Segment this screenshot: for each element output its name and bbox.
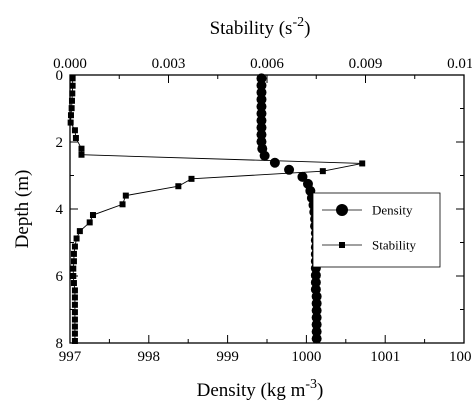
stability-point [70, 273, 77, 279]
density-point [256, 87, 267, 98]
stability-point [359, 160, 366, 167]
bottom-tick-label: 997 [59, 349, 82, 365]
density-point [256, 101, 267, 112]
top-tick-label: 0.003 [152, 56, 186, 72]
stability-point [78, 145, 85, 152]
density-series [256, 73, 322, 344]
density-point [256, 108, 267, 119]
density-point [310, 270, 321, 281]
top-tick-label: 0.012 [447, 56, 472, 72]
density-point [256, 122, 267, 133]
legend-label-density: Density [372, 203, 413, 218]
stability-point [73, 235, 80, 242]
legend-marker-stability [339, 242, 345, 248]
stability-point [71, 316, 78, 323]
stability-point [71, 287, 78, 294]
stability-point [71, 330, 78, 337]
stability-point [67, 112, 74, 119]
bottom-axis-title: Density (kg m-3) [197, 377, 324, 401]
density-point [311, 298, 322, 309]
stability-point [68, 105, 75, 112]
bottom-tick-label: 1001 [370, 349, 400, 365]
density-point [311, 312, 322, 323]
stability-point [71, 243, 78, 250]
stability-point [76, 228, 83, 235]
density-point [311, 326, 322, 337]
top-tick-label: 0.000 [53, 56, 87, 72]
top-axis-title: Stability (s-2) [210, 15, 311, 39]
stability-point [69, 90, 76, 97]
stability-point [78, 151, 85, 158]
stability-point [119, 201, 126, 208]
stability-point [122, 192, 129, 199]
stability-point [71, 294, 78, 301]
stability-series [67, 75, 366, 344]
density-point [284, 164, 295, 175]
top-tick-label: 0.009 [349, 56, 383, 72]
stability-point [71, 323, 78, 330]
stability-point [71, 127, 78, 134]
legend-label-stability: Stability [372, 238, 417, 253]
y-tick-label: 8 [56, 336, 64, 352]
density-point [311, 319, 322, 330]
stability-point [70, 258, 77, 265]
stability-point [89, 212, 96, 219]
stability-point [71, 301, 78, 308]
density-point [297, 171, 308, 182]
density-point [256, 115, 267, 126]
stability-point [71, 309, 78, 316]
density-point [269, 157, 280, 168]
stability-point [175, 183, 182, 190]
y-axis-title: Depth (m) [12, 170, 33, 249]
stability-point [188, 175, 195, 182]
y-tick-label: 4 [56, 202, 64, 218]
stability-point [69, 75, 76, 82]
density-point [256, 73, 267, 84]
stability-point [70, 250, 77, 257]
bottom-tick-label: 1002 [449, 349, 472, 365]
density-point [256, 129, 267, 140]
stability-point [71, 337, 78, 344]
top-tick-label: 0.006 [250, 56, 284, 72]
legend: Density Stability [312, 192, 441, 268]
bottom-tick-label: 1000 [291, 349, 321, 365]
stability-point [67, 119, 74, 126]
density-point [311, 305, 322, 316]
stability-point [68, 97, 75, 104]
stability-point [86, 219, 93, 226]
y-tick-label: 0 [56, 68, 64, 84]
legend-marker-density [336, 204, 348, 216]
stability-point [319, 168, 326, 175]
stability-point [70, 280, 77, 287]
stability-point [70, 265, 77, 272]
y-tick-label: 2 [56, 135, 64, 151]
density-point [311, 291, 322, 302]
density-point [256, 80, 267, 91]
stability-point [72, 134, 79, 141]
density-point [256, 94, 267, 105]
density-point [311, 333, 322, 344]
bottom-tick-label: 999 [216, 349, 239, 365]
density-point [310, 277, 321, 288]
legend-box [312, 192, 441, 268]
bottom-tick-label: 998 [138, 349, 161, 365]
y-tick-label: 6 [56, 269, 64, 285]
stability-point [69, 82, 76, 89]
density-point [259, 150, 270, 161]
